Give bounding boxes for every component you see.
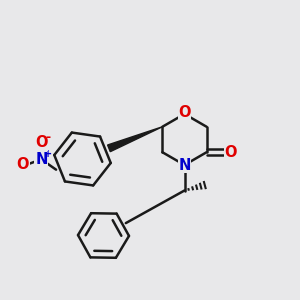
Text: -: -	[45, 131, 50, 144]
Text: N: N	[178, 158, 191, 172]
Text: +: +	[44, 149, 52, 159]
Polygon shape	[108, 127, 162, 152]
Text: O: O	[178, 105, 191, 120]
Text: O: O	[35, 135, 48, 150]
Text: O: O	[16, 158, 29, 172]
Text: O: O	[224, 145, 237, 160]
Text: N: N	[35, 152, 47, 167]
